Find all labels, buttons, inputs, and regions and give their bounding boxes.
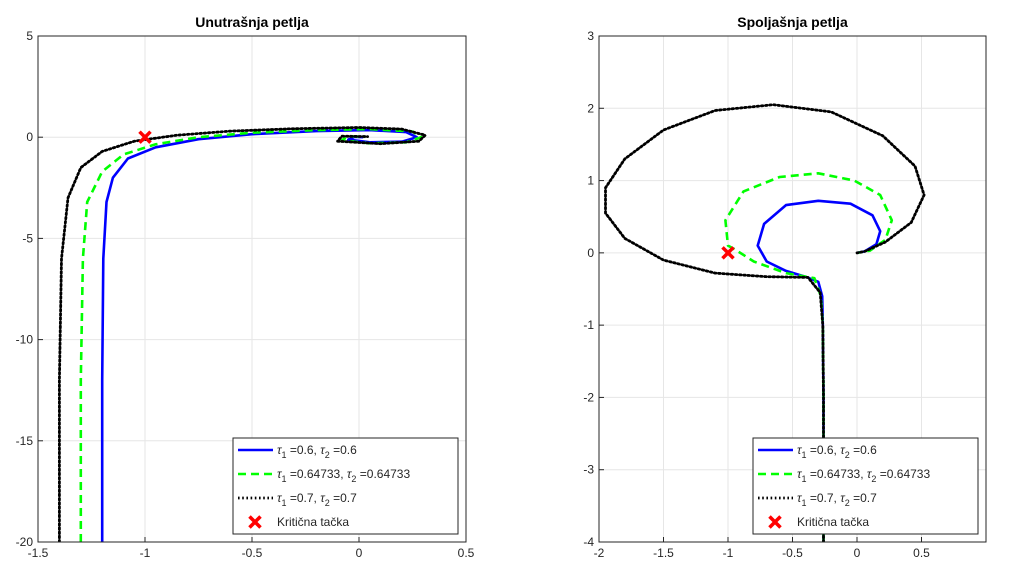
legend: τ1 =0.6, τ2 =0.6τ1 =0.64733, τ2 =0.64733…	[753, 438, 978, 534]
x-tick-label: 0	[854, 546, 861, 560]
legend-entry-critical-point: Kritična tačka	[797, 515, 869, 529]
y-tick-label: -2	[583, 390, 594, 404]
x-tick-label: -2	[594, 546, 605, 560]
y-tick-label: 3	[587, 29, 594, 43]
x-tick-label: -1.5	[653, 546, 674, 560]
x-tick-label: -1	[723, 546, 734, 560]
legend: τ1 =0.6, τ2 =0.6τ1 =0.64733, τ2 =0.64733…	[233, 438, 458, 534]
y-tick-label: -3	[583, 463, 594, 477]
x-tick-label: 0.5	[913, 546, 930, 560]
y-tick-label: 0	[587, 246, 594, 260]
y-tick-label: 0	[26, 130, 33, 144]
y-tick-label: -15	[16, 434, 34, 448]
y-tick-label: -5	[22, 231, 33, 245]
y-tick-label: -1	[583, 318, 594, 332]
y-tick-label: 2	[587, 101, 594, 115]
x-tick-label: -0.5	[782, 546, 803, 560]
chart-panel-2: -2 -1.5 -1 -0.5 0 0.5 3 2 1 0 -1 -2 -3 -4 Spoljašnja p…	[583, 14, 986, 560]
x-tick-label: -0.5	[242, 546, 263, 560]
chart-title: Spoljašnja petlja	[737, 14, 848, 30]
y-tick-label: -4	[583, 535, 594, 549]
y-tick-label: 1	[587, 174, 594, 188]
x-tick-label: 0	[356, 546, 363, 560]
y-tick-label: -10	[16, 333, 34, 347]
y-tick-label: 5	[26, 29, 33, 43]
y-tick-label: -20	[16, 535, 34, 549]
legend-entry-critical-point: Kritična tačka	[277, 515, 349, 529]
chart-title: Unutrašnja petlja	[195, 14, 309, 30]
x-tick-label: -1	[140, 546, 151, 560]
x-tick-label: 0.5	[458, 546, 475, 560]
